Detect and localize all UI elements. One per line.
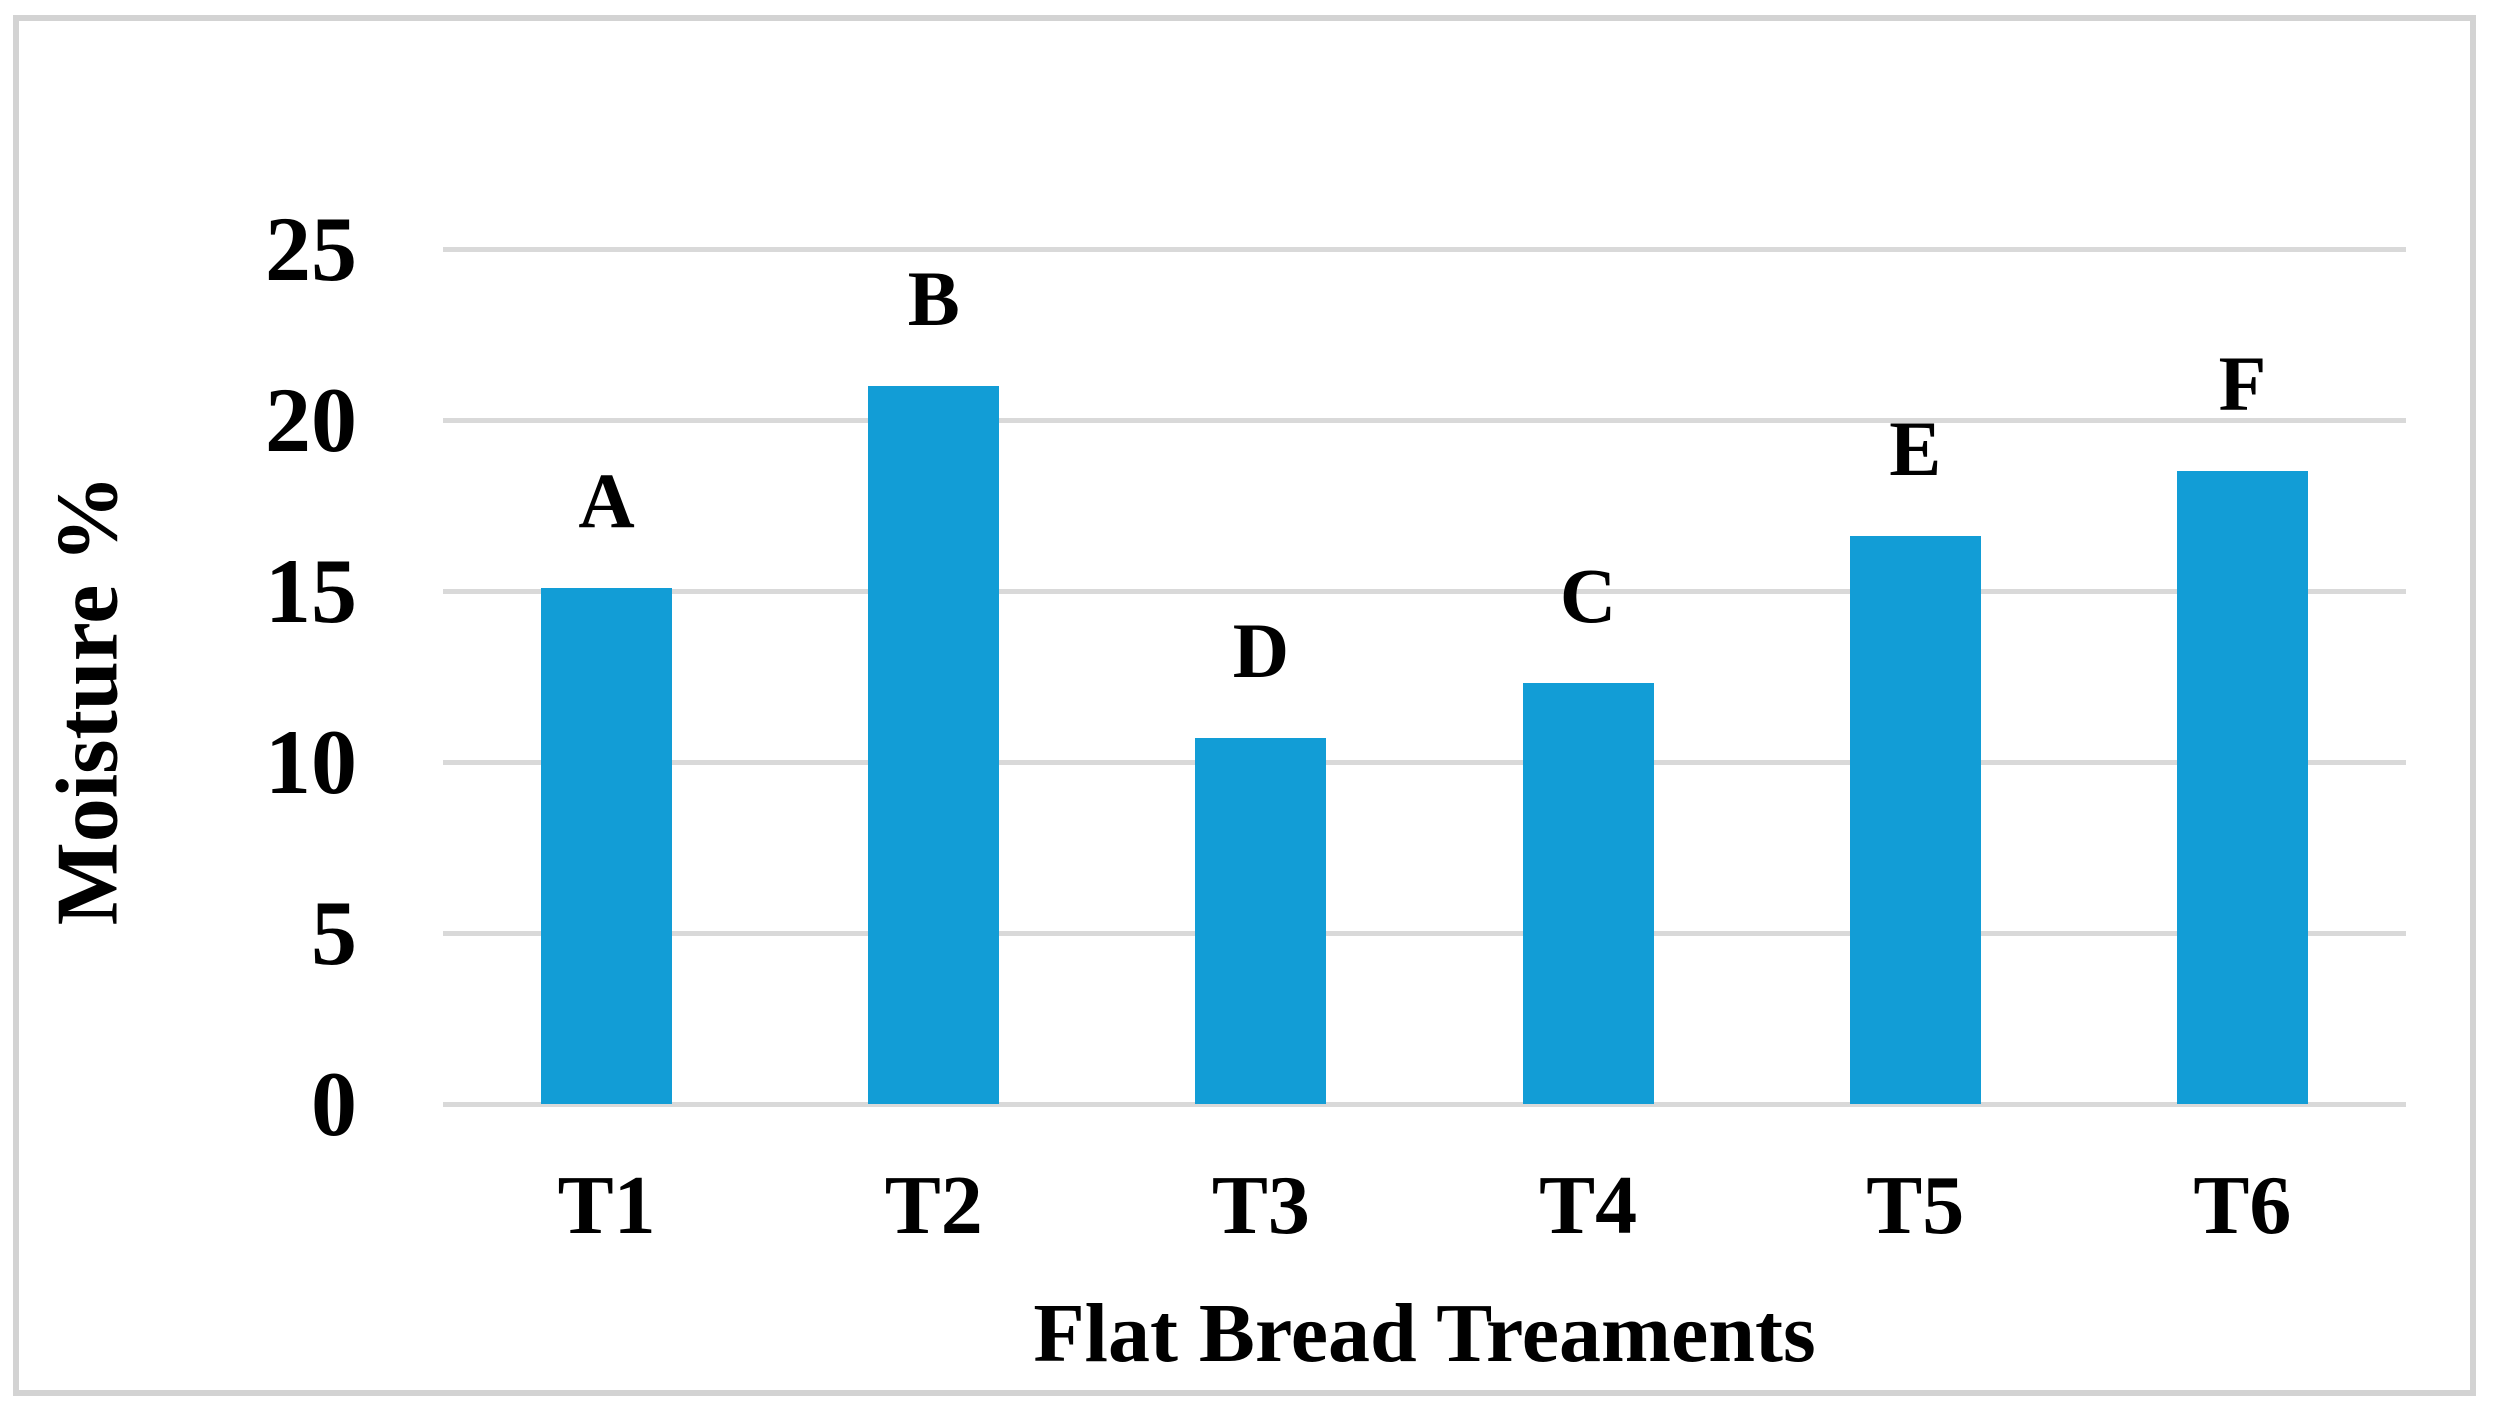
gridline (443, 1102, 2406, 1107)
x-axis-title: Flat Bread Treaments (1033, 1287, 1816, 1380)
gridline (443, 589, 2406, 594)
bar-data-label: E (1889, 405, 1942, 493)
bar-data-label: D (1232, 607, 1290, 695)
bar-data-label: C (1559, 552, 1617, 640)
x-tick-label: T1 (557, 1159, 656, 1252)
gridline (443, 247, 2406, 252)
bar (1522, 683, 1654, 1104)
bar (1849, 536, 1981, 1104)
bar-data-label: A (578, 456, 635, 544)
gridline (443, 931, 2406, 936)
x-tick-label: T4 (1539, 1159, 1638, 1252)
y-tick-label: 10 (265, 711, 357, 813)
gridline (443, 760, 2406, 765)
y-tick-label: 20 (265, 369, 357, 471)
bar-data-label: F (2218, 340, 2267, 428)
x-tick-label: T2 (884, 1159, 983, 1252)
bar (1195, 738, 1327, 1104)
y-tick-label: 25 (265, 198, 357, 300)
y-tick-label: 5 (311, 882, 357, 984)
x-tick-label: T6 (2193, 1159, 2292, 1252)
x-tick-label: T5 (1866, 1159, 1965, 1252)
bar (541, 587, 673, 1104)
gridline (443, 418, 2406, 423)
x-tick-label: T3 (1211, 1159, 1310, 1252)
y-tick-label: 15 (265, 540, 357, 642)
bar (868, 385, 1000, 1104)
bar (2176, 471, 2308, 1104)
bar-data-label: B (907, 254, 960, 342)
plot-area: 0 5 10 15 20 25 A T1 B T2 D T3 C T4 E T5 F T6 (265, 198, 2406, 1252)
y-tick-label: 0 (311, 1053, 357, 1155)
